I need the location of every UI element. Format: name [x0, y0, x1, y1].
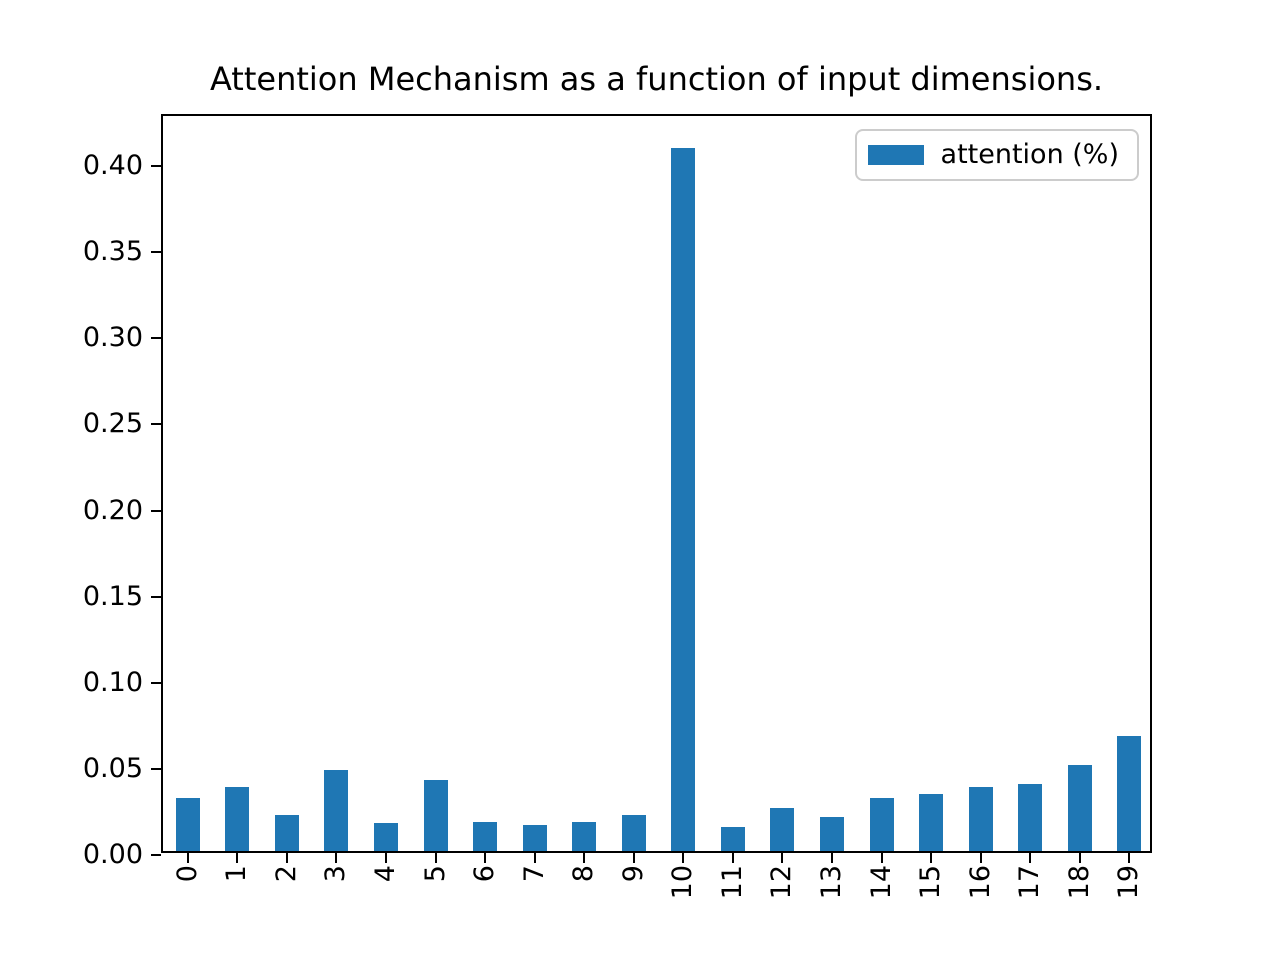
bar-18 — [1067, 764, 1092, 851]
y-tick-label: 0.25 — [82, 408, 143, 440]
x-tick-label: 7 — [518, 865, 550, 883]
x-tick-label: 3 — [320, 865, 352, 883]
x-tick-label: 8 — [568, 865, 600, 883]
bar-3 — [324, 770, 349, 851]
bar-1 — [225, 787, 250, 851]
x-tick-mark — [781, 853, 784, 863]
y-tick-mark — [151, 681, 161, 684]
x-tick-mark — [434, 853, 437, 863]
x-tick-mark — [979, 853, 982, 863]
y-tick-mark — [151, 595, 161, 598]
x-tick-label: 2 — [270, 865, 302, 883]
x-tick-label: 11 — [716, 865, 748, 900]
x-tick-mark — [682, 853, 685, 863]
x-tick-mark — [385, 853, 387, 863]
bar-6 — [473, 821, 498, 851]
y-tick-label: 0.20 — [82, 494, 143, 526]
y-tick-label: 0.10 — [82, 666, 143, 698]
y-tick-mark — [151, 509, 161, 512]
bar-17 — [1018, 783, 1043, 851]
x-tick-label: 10 — [667, 865, 699, 900]
x-tick-label: 13 — [815, 865, 847, 900]
bar-8 — [572, 821, 597, 851]
bar-11 — [720, 826, 745, 851]
y-tick-label: 0.35 — [82, 236, 143, 268]
bar-19 — [1117, 735, 1142, 851]
x-tick-mark — [1128, 853, 1131, 863]
y-tick-label: 0.05 — [82, 752, 143, 784]
legend: attention (%) — [854, 129, 1139, 181]
bar-13 — [819, 816, 844, 851]
bar-15 — [919, 794, 943, 851]
x-tick-mark — [880, 853, 883, 863]
x-tick-mark — [930, 853, 932, 863]
x-tick-mark — [731, 853, 734, 863]
bar-0 — [175, 797, 200, 851]
bar-16 — [968, 787, 993, 851]
bar-4 — [374, 823, 398, 851]
x-tick-label: 19 — [1113, 865, 1145, 900]
x-tick-label: 16 — [964, 865, 996, 900]
bar-14 — [869, 797, 894, 851]
x-tick-label: 1 — [221, 865, 253, 883]
y-tick-mark — [151, 251, 161, 254]
x-tick-mark — [335, 853, 338, 863]
x-tick-label: 12 — [766, 865, 798, 900]
x-tick-label: 4 — [370, 865, 401, 883]
bar-7 — [522, 825, 547, 851]
legend-label: attention (%) — [940, 139, 1119, 170]
x-tick-mark — [236, 853, 239, 863]
legend-swatch-icon — [867, 145, 924, 165]
x-tick-label: 15 — [915, 865, 946, 900]
bar-12 — [770, 807, 795, 851]
y-tick-mark — [151, 165, 161, 167]
x-tick-label: 9 — [617, 865, 649, 883]
y-tick-label: 0.30 — [82, 322, 143, 354]
bar-2 — [274, 814, 299, 851]
x-tick-label: 6 — [469, 865, 501, 883]
x-tick-mark — [1029, 853, 1032, 863]
x-tick-mark — [583, 853, 586, 863]
x-tick-mark — [1078, 853, 1081, 863]
x-tick-label: 5 — [419, 865, 451, 883]
y-tick-label: 0.15 — [82, 580, 143, 612]
x-tick-mark — [632, 853, 635, 863]
x-tick-mark — [830, 853, 833, 863]
y-tick-mark — [151, 767, 161, 770]
bar-9 — [621, 814, 646, 851]
x-tick-label: 14 — [865, 865, 897, 900]
bar-10 — [671, 148, 696, 851]
x-tick-label: 17 — [1014, 865, 1046, 900]
chart-title: Attention Mechanism as a function of inp… — [209, 60, 1104, 98]
x-tick-label: 0 — [171, 865, 203, 883]
x-tick-mark — [186, 853, 189, 863]
y-tick-label: 0.40 — [82, 150, 143, 181]
y-tick-mark — [151, 423, 161, 426]
x-tick-label: 18 — [1063, 865, 1095, 900]
x-tick-mark — [484, 853, 487, 863]
y-tick-label: 0.00 — [82, 839, 143, 870]
bar-5 — [423, 780, 448, 851]
y-tick-mark — [151, 854, 161, 856]
x-tick-mark — [533, 853, 536, 863]
x-tick-mark — [285, 853, 288, 863]
y-tick-mark — [151, 337, 161, 340]
